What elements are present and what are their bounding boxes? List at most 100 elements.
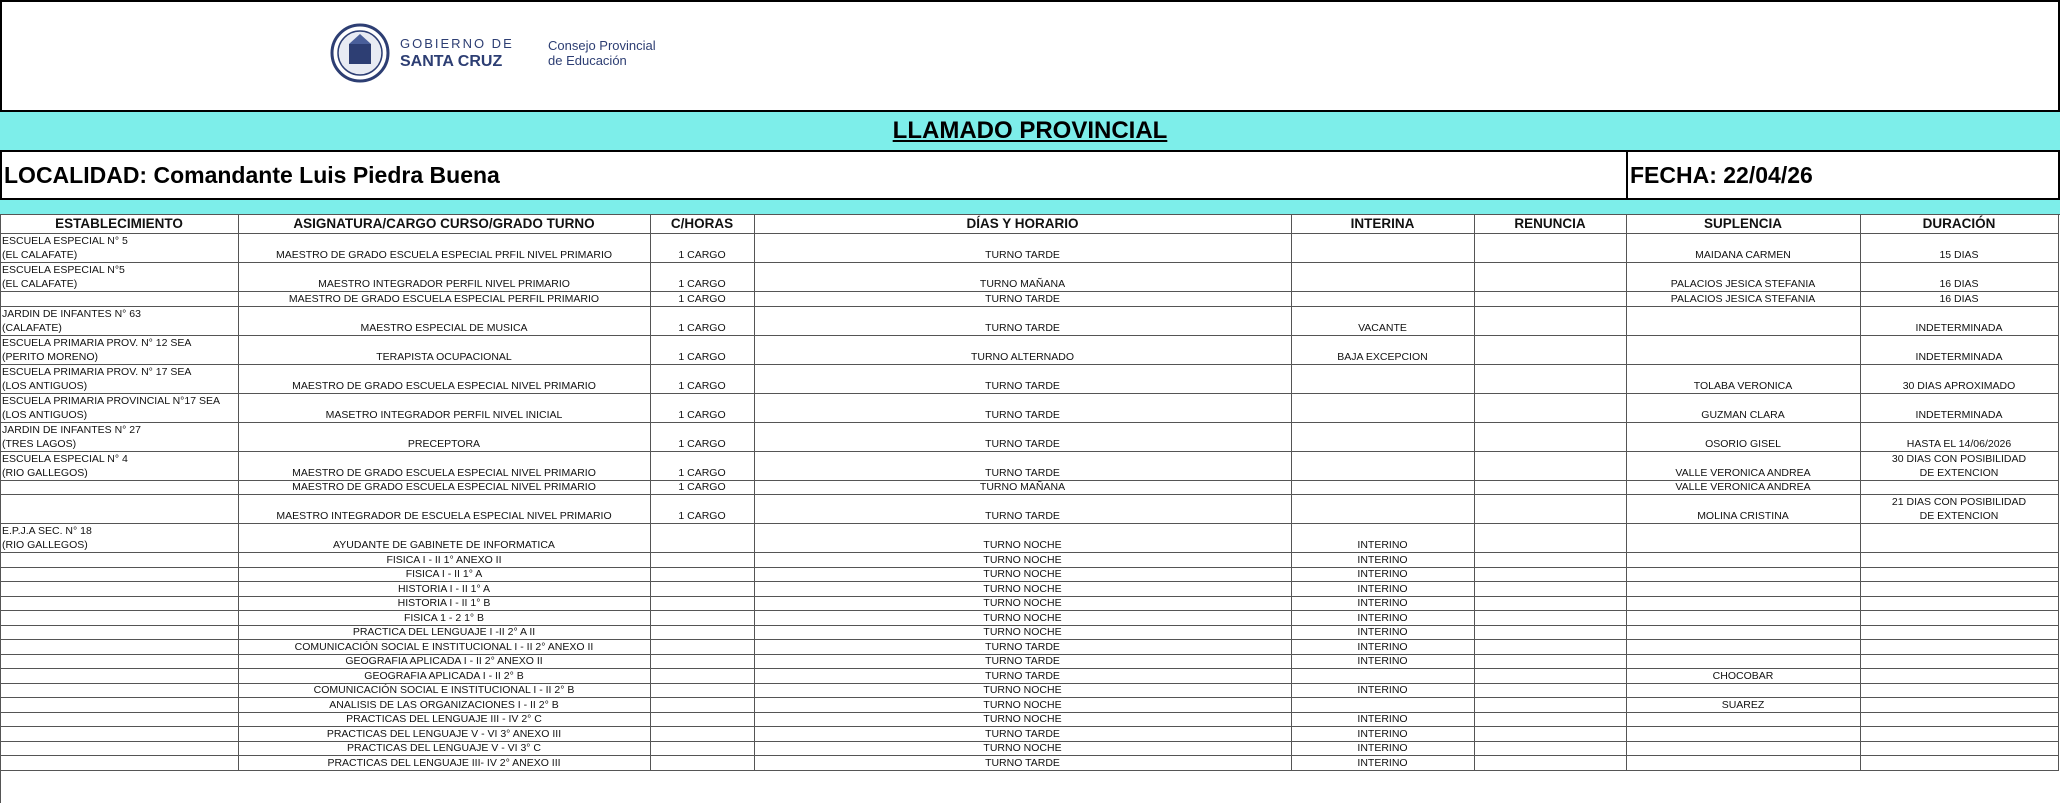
empty-cell bbox=[650, 698, 755, 713]
table-cell: MAESTRO DE GRADO ESCUELA ESPECIAL PERFIL… bbox=[238, 292, 651, 307]
table-cell: 1 CARGO bbox=[650, 495, 755, 524]
empty-cell bbox=[0, 712, 239, 727]
table-cell: INTERINO bbox=[1291, 582, 1475, 597]
empty-cell bbox=[1474, 712, 1627, 727]
empty-cell bbox=[1860, 582, 2059, 597]
empty-cell bbox=[0, 756, 239, 771]
title: LLAMADO PROVINCIAL bbox=[0, 112, 2060, 150]
table-cell: HASTA EL 14/06/2026 bbox=[1860, 422, 2059, 452]
logo-org1: Consejo Provincial bbox=[548, 38, 656, 53]
table-cell: INTERINO bbox=[1291, 654, 1475, 669]
empty-cell bbox=[650, 582, 755, 597]
table-cell: TURNO TARDE bbox=[754, 495, 1292, 524]
empty-cell bbox=[0, 553, 239, 568]
empty-cell bbox=[1474, 393, 1627, 423]
table-cell: 1 CARGO bbox=[650, 451, 755, 481]
table-cell: PRACTICAS DEL LENGUAJE III- IV 2° ANEXO … bbox=[238, 756, 651, 771]
table-cell: 1 CARGO bbox=[650, 422, 755, 452]
fecha: FECHA: 22/04/26 bbox=[1626, 150, 2060, 200]
empty-cell bbox=[1860, 756, 2059, 771]
table-cell: AYUDANTE DE GABINETE DE INFORMATICA bbox=[238, 524, 651, 553]
empty-cell bbox=[1474, 553, 1627, 568]
empty-cell bbox=[1860, 712, 2059, 727]
table-cell: VALLE VERONICA ANDREA bbox=[1626, 480, 1861, 495]
table-cell: FISICA 1 - 2 1° B bbox=[238, 611, 651, 626]
empty-cell bbox=[650, 524, 755, 553]
empty-cell bbox=[1860, 524, 2059, 553]
empty-cell bbox=[650, 712, 755, 727]
table-cell: TURNO MAÑANA bbox=[754, 263, 1292, 292]
table-cell: TURNO NOCHE bbox=[754, 567, 1292, 582]
table-cell: FISICA I - II 1° ANEXO II bbox=[238, 553, 651, 568]
empty-cell bbox=[1291, 234, 1475, 263]
table-cell: INTERINO bbox=[1291, 727, 1475, 742]
logo-line2: SANTA CRUZ bbox=[400, 53, 502, 70]
table-cell: 15 DIAS bbox=[1860, 234, 2059, 263]
empty-cell bbox=[0, 292, 239, 307]
empty-cell bbox=[1474, 756, 1627, 771]
table-cell: TURNO NOCHE bbox=[754, 582, 1292, 597]
empty-cell bbox=[1860, 611, 2059, 626]
table-cell: HISTORIA I - II 1° B bbox=[238, 596, 651, 611]
table-cell: TURNO NOCHE bbox=[754, 741, 1292, 756]
table-cell: TURNO NOCHE bbox=[754, 712, 1292, 727]
table-cell: INTERINO bbox=[1291, 596, 1475, 611]
table-cell: HISTORIA I - II 1° A bbox=[238, 582, 651, 597]
table-cell: TOLABA VERONICA bbox=[1626, 364, 1861, 394]
empty-cell bbox=[1474, 727, 1627, 742]
empty-cell bbox=[1474, 625, 1627, 640]
empty-cell bbox=[1474, 306, 1627, 336]
table-cell: TURNO TARDE bbox=[754, 654, 1292, 669]
column-header: RENUNCIA bbox=[1474, 215, 1627, 234]
empty-cell bbox=[1626, 640, 1861, 655]
table-cell: INTERINO bbox=[1291, 640, 1475, 655]
table-cell: MOLINA CRISTINA bbox=[1626, 495, 1861, 524]
separator bbox=[0, 200, 2060, 214]
table-cell: TURNO TARDE bbox=[754, 234, 1292, 263]
table-cell: INTERINO bbox=[1291, 524, 1475, 553]
empty-cell bbox=[1860, 625, 2059, 640]
column-header: SUPLENCIA bbox=[1626, 215, 1861, 234]
table-cell: 1 CARGO bbox=[650, 263, 755, 292]
empty-cell bbox=[1291, 698, 1475, 713]
empty-cell bbox=[1291, 669, 1475, 684]
table-cell: PALACIOS JESICA STEFANIA bbox=[1626, 292, 1861, 307]
table-cell: ANALISIS DE LAS ORGANIZACIONES I - II 2°… bbox=[238, 698, 651, 713]
table-cell: 1 CARGO bbox=[650, 234, 755, 263]
table-cell: MAESTRO DE GRADO ESCUELA ESPECIAL NIVEL … bbox=[238, 480, 651, 495]
table-cell: PRACTICA DEL LENGUAJE I -II 2° A II bbox=[238, 625, 651, 640]
table-cell: INTERINO bbox=[1291, 611, 1475, 626]
table-cell: TERAPISTA OCUPACIONAL bbox=[238, 335, 651, 365]
table-cell: MAESTRO ESPECIAL DE MUSICA bbox=[238, 306, 651, 336]
empty-cell bbox=[1474, 364, 1627, 394]
table-cell: MAESTRO DE GRADO ESCUELA ESPECIAL NIVEL … bbox=[238, 451, 651, 481]
table-cell: COMUNICACIÓN SOCIAL E INSTITUCIONAL I - … bbox=[238, 640, 651, 655]
empty-cell bbox=[1860, 640, 2059, 655]
empty-cell bbox=[0, 669, 239, 684]
empty-cell bbox=[650, 756, 755, 771]
empty-cell bbox=[0, 611, 239, 626]
empty-cell bbox=[650, 553, 755, 568]
table-cell: PALACIOS JESICA STEFANIA bbox=[1626, 263, 1861, 292]
empty-cell bbox=[1474, 683, 1627, 698]
empty-cell bbox=[1626, 625, 1861, 640]
table-cell: INTERINO bbox=[1291, 683, 1475, 698]
empty-cell bbox=[0, 596, 239, 611]
table-cell: ESCUELA PRIMARIA PROV. N° 12 SEA (PERITO… bbox=[0, 335, 239, 365]
empty-cell bbox=[1626, 741, 1861, 756]
table: ESTABLECIMIENTO ASIGNATURA/CARGO CURSO/GR… bbox=[0, 214, 2060, 803]
table-cell: INTERINO bbox=[1291, 741, 1475, 756]
table-cell: INTERINO bbox=[1291, 756, 1475, 771]
header-box: GOBIERNO DE SANTA CRUZ Consejo Provincia… bbox=[0, 0, 2060, 112]
table-cell: SUAREZ bbox=[1626, 698, 1861, 713]
empty-cell bbox=[1474, 451, 1627, 481]
empty-cell bbox=[1860, 683, 2059, 698]
table-cell: TURNO TARDE bbox=[754, 292, 1292, 307]
empty-cell bbox=[1291, 263, 1475, 292]
table-cell: JARDIN DE INFANTES N° 63 (CALAFATE) bbox=[0, 306, 239, 336]
empty-cell bbox=[1291, 422, 1475, 452]
empty-cell bbox=[1626, 654, 1861, 669]
table-cell: ESCUELA ESPECIAL N°5 (EL CALAFATE) bbox=[0, 263, 239, 292]
table-cell: 16 DIAS bbox=[1860, 263, 2059, 292]
empty-cell bbox=[1474, 741, 1627, 756]
